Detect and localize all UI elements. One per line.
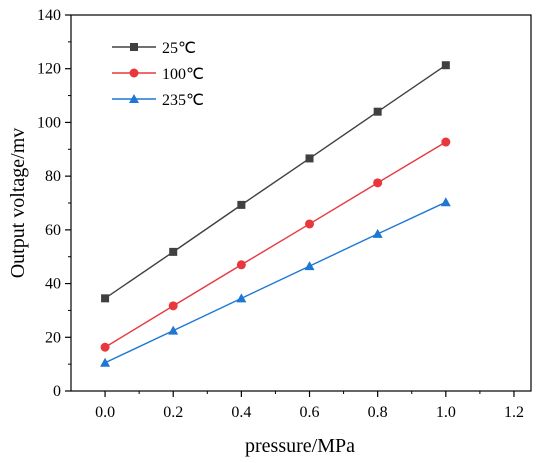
x-tick-label: 1.0 — [436, 404, 456, 421]
series-layer — [100, 61, 451, 367]
data-point — [168, 325, 179, 335]
series-2 — [100, 137, 451, 352]
legend-label: 235℃ — [162, 92, 204, 109]
y-tick-label: 120 — [37, 61, 61, 78]
data-point — [441, 137, 451, 147]
data-point — [101, 294, 110, 303]
series-line — [104, 141, 447, 348]
y-tick-label: 60 — [45, 222, 61, 239]
y-tick-label: 140 — [37, 7, 61, 24]
x-tick-label: 0.8 — [368, 404, 388, 421]
legend-label: 25℃ — [162, 40, 196, 57]
x-tick-label: 0.0 — [95, 404, 115, 421]
series-1 — [101, 61, 450, 303]
legend-marker — [130, 43, 138, 51]
legend-item: 100℃ — [112, 66, 204, 83]
legend-marker — [129, 94, 139, 103]
legend-item: 25℃ — [112, 40, 196, 57]
data-point — [373, 178, 383, 188]
series-line — [104, 64, 447, 299]
data-point — [236, 293, 247, 303]
data-point — [440, 197, 451, 207]
legend-label: 100℃ — [162, 66, 204, 83]
x-tick-label: 0.4 — [231, 404, 251, 421]
y-axis-ticks: 0 20 40 60 80 100 120 140 — [37, 7, 71, 400]
data-point — [236, 260, 246, 270]
legend-marker — [129, 68, 139, 78]
x-tick-label: 0.6 — [300, 404, 320, 421]
x-tick-label: 0.2 — [163, 404, 183, 421]
y-tick-label: 0 — [53, 383, 61, 400]
legend-item: 235℃ — [112, 92, 204, 109]
data-point — [373, 107, 382, 116]
data-point — [100, 342, 110, 352]
x-axis-ticks: 0.0 0.2 0.4 0.6 0.8 1.0 1.2 — [95, 391, 524, 421]
y-tick-label: 20 — [45, 329, 61, 346]
y-tick-label: 80 — [45, 168, 61, 185]
series-3 — [100, 197, 451, 367]
data-point — [304, 261, 315, 271]
x-axis-title: pressure/MPa — [245, 435, 355, 457]
series-line — [104, 201, 447, 364]
data-point — [237, 200, 246, 209]
plot-frame — [70, 14, 532, 392]
data-point — [372, 228, 383, 238]
data-point — [100, 357, 111, 367]
x-tick-label: 1.2 — [504, 404, 524, 421]
data-point — [305, 154, 314, 163]
data-point — [168, 301, 178, 311]
data-point — [305, 219, 315, 229]
y-tick-label: 100 — [37, 114, 61, 131]
y-axis-title: Output voltage/mv — [7, 128, 29, 279]
y-tick-label: 40 — [45, 276, 61, 293]
data-point — [169, 247, 178, 256]
legend: 25℃ 100℃ 235℃ — [112, 40, 204, 109]
data-point — [441, 61, 450, 70]
